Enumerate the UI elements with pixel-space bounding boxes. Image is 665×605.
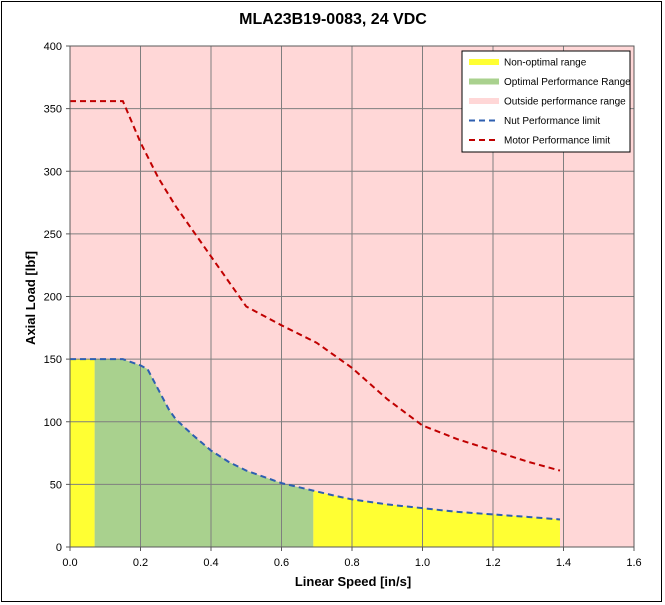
- x-axis-label: Linear Speed [in/s]: [295, 574, 411, 589]
- legend-label-2: Optimal Performance Range: [504, 77, 631, 88]
- y-tick-label: 300: [44, 166, 62, 178]
- legend-label-3: Outside performance range: [504, 97, 626, 108]
- x-tick-label: 0.8: [344, 557, 359, 569]
- x-tick-label: 0.0: [62, 557, 77, 569]
- nut-limit-line: [70, 358, 561, 521]
- optimal-area: [94, 359, 314, 547]
- x-tick-label: 1.0: [415, 557, 430, 569]
- x-tick-label: 0.2: [133, 557, 148, 569]
- non-optimal-area-1: [70, 359, 95, 547]
- legend-label-4: Nut Performance limit: [504, 116, 600, 127]
- limit-lines: [70, 100, 561, 521]
- non-optimal-area-2: [313, 490, 560, 547]
- y-tick-label: 250: [44, 229, 62, 241]
- legend-label-1: Non-optimal range: [504, 58, 587, 69]
- y-tick-label: 350: [44, 104, 62, 116]
- motor-limit-line: [70, 100, 561, 472]
- axes: [66, 45, 635, 551]
- y-tick-label: 200: [44, 292, 62, 304]
- x-tick-labels: 0.0 0.2 0.4 0.6 0.8 1.0 1.2 1.4 1.6: [62, 557, 641, 569]
- x-tick-label: 1.6: [626, 557, 641, 569]
- y-tick-label: 50: [50, 479, 62, 491]
- y-tick-label: 400: [44, 41, 62, 53]
- legend-label-5: Motor Performance limit: [504, 136, 610, 147]
- legend-key-3: [469, 98, 499, 104]
- x-tick-label: 1.4: [556, 557, 571, 569]
- y-tick-label: 100: [44, 417, 62, 429]
- areas-layer: [70, 359, 560, 547]
- y-axis-label: Axial Load [lbf]: [23, 251, 38, 345]
- legend-key-1: [469, 59, 499, 65]
- legend-key-2: [469, 78, 499, 85]
- y-tick-label: 150: [44, 354, 62, 366]
- x-tick-label: 0.4: [203, 557, 218, 569]
- legend: Non-optimal range Optimal Performance Ran…: [461, 50, 631, 153]
- y-tick-labels: 0 50 100 150 200 250 300 350 400: [44, 41, 62, 554]
- chart-title: MLA23B19-0083, 24 VDC: [239, 11, 427, 28]
- x-tick-label: 0.6: [274, 557, 289, 569]
- x-tick-label: 1.2: [485, 557, 500, 569]
- y-tick-label: 0: [56, 542, 62, 554]
